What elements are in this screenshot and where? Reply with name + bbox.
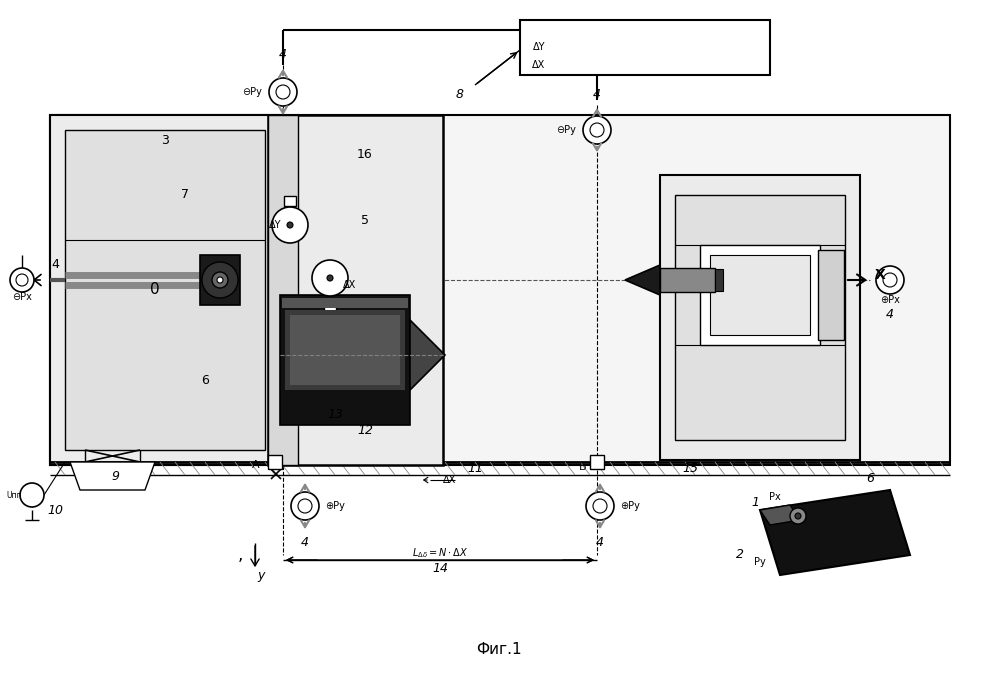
Text: 0: 0 xyxy=(150,282,160,297)
Circle shape xyxy=(202,262,238,298)
Bar xyxy=(710,255,810,335)
Circle shape xyxy=(883,273,897,287)
Text: 2: 2 xyxy=(736,549,744,562)
Text: ΔY: ΔY xyxy=(532,42,545,52)
Text: ΔX: ΔX xyxy=(444,475,457,485)
Circle shape xyxy=(583,116,611,144)
Bar xyxy=(590,455,604,469)
Text: 8: 8 xyxy=(456,88,464,101)
Bar xyxy=(700,245,820,345)
Text: 4: 4 xyxy=(886,308,894,321)
Text: Px: Px xyxy=(769,492,781,502)
Circle shape xyxy=(590,123,604,137)
Polygon shape xyxy=(760,490,910,575)
Text: 4: 4 xyxy=(301,536,309,549)
Bar xyxy=(268,115,443,465)
Text: Б: Б xyxy=(578,462,586,472)
Circle shape xyxy=(16,274,28,286)
Bar xyxy=(200,255,240,305)
Text: 16: 16 xyxy=(357,149,373,162)
Text: Uпп: Uпп xyxy=(6,490,22,500)
Text: ΔX: ΔX xyxy=(532,60,545,70)
Text: 4: 4 xyxy=(51,259,59,272)
Bar xyxy=(285,310,405,390)
Circle shape xyxy=(876,266,904,294)
Text: 14: 14 xyxy=(432,562,448,574)
Polygon shape xyxy=(410,320,445,390)
Circle shape xyxy=(287,222,293,228)
Text: 9: 9 xyxy=(111,469,119,483)
Circle shape xyxy=(276,85,290,99)
Bar xyxy=(520,20,770,75)
Bar xyxy=(284,196,296,206)
Circle shape xyxy=(593,499,607,513)
Circle shape xyxy=(217,277,223,283)
Text: 13: 13 xyxy=(327,409,343,422)
Text: 10: 10 xyxy=(47,504,63,517)
Bar xyxy=(715,269,723,291)
Bar xyxy=(50,115,950,465)
Text: $L_{\Delta\delta}=N\cdot\Delta X$: $L_{\Delta\delta}=N\cdot\Delta X$ xyxy=(412,546,469,560)
Polygon shape xyxy=(70,462,155,490)
Polygon shape xyxy=(760,505,800,525)
Text: ⊖Px: ⊖Px xyxy=(12,292,32,302)
Bar xyxy=(280,295,410,425)
Bar xyxy=(290,315,400,385)
Text: 6: 6 xyxy=(201,373,209,386)
Bar xyxy=(268,115,298,465)
Bar xyxy=(50,115,280,465)
Bar xyxy=(268,455,282,469)
Circle shape xyxy=(291,492,319,520)
Circle shape xyxy=(20,483,44,507)
Text: ,: , xyxy=(238,546,243,564)
Text: ⊖Py: ⊖Py xyxy=(556,125,576,135)
Text: 7: 7 xyxy=(181,189,189,202)
Circle shape xyxy=(327,275,333,281)
Bar xyxy=(282,298,408,308)
Text: 11: 11 xyxy=(467,462,483,475)
Text: ⊕Py: ⊕Py xyxy=(620,501,640,511)
Text: ΔX: ΔX xyxy=(344,280,357,290)
Circle shape xyxy=(312,260,348,296)
Text: Фиг.1: Фиг.1 xyxy=(477,642,521,657)
Text: X: X xyxy=(875,268,885,282)
Text: 12: 12 xyxy=(357,424,373,437)
Bar xyxy=(818,250,844,340)
Circle shape xyxy=(272,207,308,243)
Text: 1: 1 xyxy=(751,496,759,509)
Text: 4: 4 xyxy=(596,536,604,549)
Text: ⊖Py: ⊖Py xyxy=(242,87,262,97)
Text: 4: 4 xyxy=(279,48,287,62)
Bar xyxy=(660,175,860,460)
Bar xyxy=(324,305,336,313)
Text: ⊕Py: ⊕Py xyxy=(325,501,345,511)
Text: 6: 6 xyxy=(866,471,874,485)
Text: 3: 3 xyxy=(161,134,169,147)
Circle shape xyxy=(790,508,806,524)
Polygon shape xyxy=(625,265,660,295)
Bar xyxy=(675,195,845,440)
Text: y: y xyxy=(258,568,265,581)
Text: ⊕Px: ⊕Px xyxy=(880,295,900,305)
Text: ΔY: ΔY xyxy=(269,220,282,230)
Circle shape xyxy=(212,272,228,288)
Text: 15: 15 xyxy=(682,462,698,475)
Text: 4: 4 xyxy=(593,88,601,101)
Text: 5: 5 xyxy=(361,213,369,227)
Text: Py: Py xyxy=(754,557,766,567)
Circle shape xyxy=(586,492,614,520)
Bar xyxy=(65,130,265,450)
Circle shape xyxy=(10,268,34,292)
Bar xyxy=(660,268,715,292)
Circle shape xyxy=(298,499,312,513)
Text: A: A xyxy=(253,460,260,470)
Circle shape xyxy=(269,78,297,106)
Circle shape xyxy=(795,513,801,519)
